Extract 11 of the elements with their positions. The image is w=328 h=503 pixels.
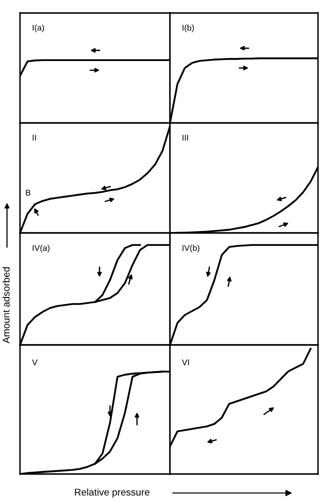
x-axis-title: Relative pressure (74, 488, 150, 498)
chart-title: IV(b) (182, 244, 200, 253)
y-axis-title: Amount adsorbed (2, 267, 10, 344)
chart-title: V (32, 359, 38, 366)
chart-title: III (182, 134, 188, 141)
chart-title: I(b) (182, 24, 194, 32)
chart-title: IV(a) (32, 244, 50, 253)
chart-title: I(a) (32, 24, 44, 32)
annotation: B (26, 190, 30, 196)
text: VI (182, 359, 189, 366)
text: II (32, 134, 36, 141)
